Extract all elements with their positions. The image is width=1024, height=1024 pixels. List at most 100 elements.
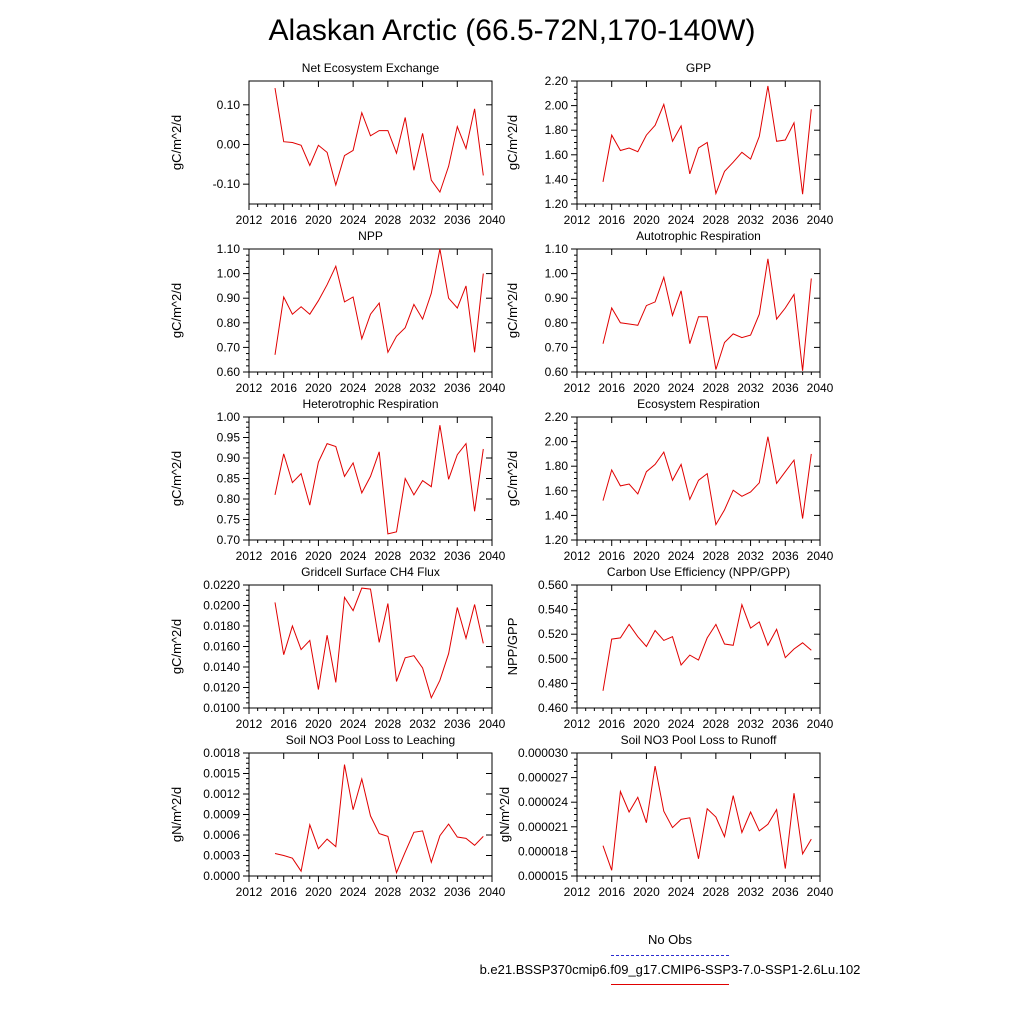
y-tick-label: 0.520 xyxy=(538,627,568,641)
x-tick-label: 2036 xyxy=(444,381,471,395)
x-tick-label: 2040 xyxy=(479,717,506,731)
x-tick-label: 2024 xyxy=(340,381,367,395)
y-tick-label: 0.000021 xyxy=(518,820,568,834)
x-tick-label: 2016 xyxy=(270,717,297,731)
x-tick-label: 2012 xyxy=(564,381,591,395)
y-tick-label: 1.80 xyxy=(545,123,569,137)
y-tick-label: 1.00 xyxy=(217,410,241,424)
y-tick-label: 1.40 xyxy=(545,172,569,186)
x-tick-label: 2020 xyxy=(633,717,660,731)
y-tick-label: 0.70 xyxy=(545,340,569,354)
x-tick-label: 2024 xyxy=(340,213,367,227)
x-tick-label: 2040 xyxy=(479,885,506,899)
panel-title: Gridcell Surface CH4 Flux xyxy=(301,565,440,579)
y-tick-label: 1.60 xyxy=(545,148,569,162)
y-tick-label: 0.0200 xyxy=(203,599,240,613)
y-tick-label: 0.000027 xyxy=(518,771,568,785)
x-tick-label: 2024 xyxy=(340,717,367,731)
chart-panel: Ecosystem Respiration 1.20 1.40 1.60 1.80 2.0… xyxy=(505,397,834,563)
x-tick-label: 2036 xyxy=(444,885,471,899)
y-tick-label: 0.0018 xyxy=(203,746,240,760)
chart-panel: Carbon Use Efficiency (NPP/GPP) 0.460 0.48… xyxy=(505,565,834,731)
y-tick-label: 2.00 xyxy=(545,435,569,449)
y-tick-label: 0.0015 xyxy=(203,767,240,781)
x-tick-label: 2036 xyxy=(444,549,471,563)
plot-frame xyxy=(248,80,493,205)
series-line xyxy=(602,258,812,371)
y-tick-label: 0.000015 xyxy=(518,869,568,883)
y-tick-label: 0.0000 xyxy=(203,869,240,883)
y-tick-label: 0.0012 xyxy=(203,787,240,801)
y-axis-label: gC/m^2/d xyxy=(505,451,520,506)
panel-title: Soil NO3 Pool Loss to Runoff xyxy=(621,733,778,747)
series-line xyxy=(602,436,812,527)
y-tick-label: 0.70 xyxy=(217,533,241,547)
x-tick-label: 2012 xyxy=(236,213,263,227)
x-tick-label: 2016 xyxy=(598,717,625,731)
page-title: Alaskan Arctic (66.5-72N,170-140W) xyxy=(268,14,756,47)
x-tick-label: 2016 xyxy=(270,213,297,227)
y-tick-label: 0.540 xyxy=(538,603,568,617)
y-tick-label: 1.10 xyxy=(217,242,241,256)
x-tick-label: 2036 xyxy=(772,885,799,899)
series-line xyxy=(274,587,484,700)
x-tick-label: 2040 xyxy=(807,549,834,563)
x-tick-label: 2028 xyxy=(703,213,730,227)
y-tick-label: 0.500 xyxy=(538,652,568,666)
y-tick-label: 1.20 xyxy=(545,197,569,211)
y-tick-label: 0.0160 xyxy=(203,640,240,654)
panel-title: GPP xyxy=(686,61,711,75)
x-tick-label: 2040 xyxy=(807,381,834,395)
series-line xyxy=(274,88,484,194)
x-tick-label: 2012 xyxy=(236,885,263,899)
y-tick-label: 0.000030 xyxy=(518,746,568,760)
y-tick-label: 0.90 xyxy=(217,291,241,305)
panel-title: NPP xyxy=(358,229,383,243)
x-tick-label: 2028 xyxy=(703,381,730,395)
y-axis-label: gC/m^2/d xyxy=(169,283,184,338)
x-tick-label: 2012 xyxy=(236,381,263,395)
x-tick-label: 2024 xyxy=(668,717,695,731)
chart-panel: Soil NO3 Pool Loss to Runoff 0.000015 0.00… xyxy=(497,733,834,899)
panel-title: Autotrophic Respiration xyxy=(636,229,761,243)
panel-title: Soil NO3 Pool Loss to Leaching xyxy=(286,733,455,747)
y-tick-label: 0.70 xyxy=(217,340,241,354)
x-tick-label: 2020 xyxy=(305,213,332,227)
y-tick-label: 0.000018 xyxy=(518,844,568,858)
y-axis-label: gC/m^2/d xyxy=(169,619,184,674)
x-tick-label: 2036 xyxy=(772,549,799,563)
x-tick-label: 2036 xyxy=(772,213,799,227)
x-tick-label: 2028 xyxy=(703,885,730,899)
panel-title: Net Ecosystem Exchange xyxy=(302,61,440,75)
series-line xyxy=(274,425,484,535)
x-tick-label: 2040 xyxy=(807,717,834,731)
x-tick-label: 2012 xyxy=(564,549,591,563)
y-axis-label: gC/m^2/d xyxy=(505,115,520,170)
x-tick-label: 2040 xyxy=(479,213,506,227)
panel-title: Ecosystem Respiration xyxy=(637,397,760,411)
y-tick-label: 0.0120 xyxy=(203,681,240,695)
x-tick-label: 2020 xyxy=(633,549,660,563)
y-tick-label: 1.80 xyxy=(545,459,569,473)
y-tick-label: 0.0100 xyxy=(203,701,240,715)
chart-panel: Soil NO3 Pool Loss to Leaching 0.0000 0.00… xyxy=(169,733,506,899)
y-tick-label: -0.10 xyxy=(213,177,241,191)
series-line xyxy=(602,766,812,871)
panel-title: Heterotrophic Respiration xyxy=(302,397,438,411)
y-tick-label: 1.00 xyxy=(545,267,569,281)
legend-label-run: b.e21.BSSP370cmip6.f09_g17.CMIP6-SSP3-7.… xyxy=(479,962,861,977)
x-tick-label: 2012 xyxy=(236,549,263,563)
x-tick-label: 2024 xyxy=(668,381,695,395)
legend-line-no-obs xyxy=(611,955,729,956)
series-line xyxy=(602,85,812,196)
y-tick-label: 1.60 xyxy=(545,484,569,498)
x-tick-label: 2040 xyxy=(807,885,834,899)
y-tick-label: 0.80 xyxy=(545,316,569,330)
x-tick-label: 2020 xyxy=(633,885,660,899)
y-axis-label: gC/m^2/d xyxy=(169,115,184,170)
x-tick-label: 2032 xyxy=(737,885,764,899)
x-tick-label: 2020 xyxy=(633,213,660,227)
x-tick-label: 2032 xyxy=(737,381,764,395)
y-tick-label: 0.80 xyxy=(217,316,241,330)
x-tick-label: 2020 xyxy=(633,381,660,395)
